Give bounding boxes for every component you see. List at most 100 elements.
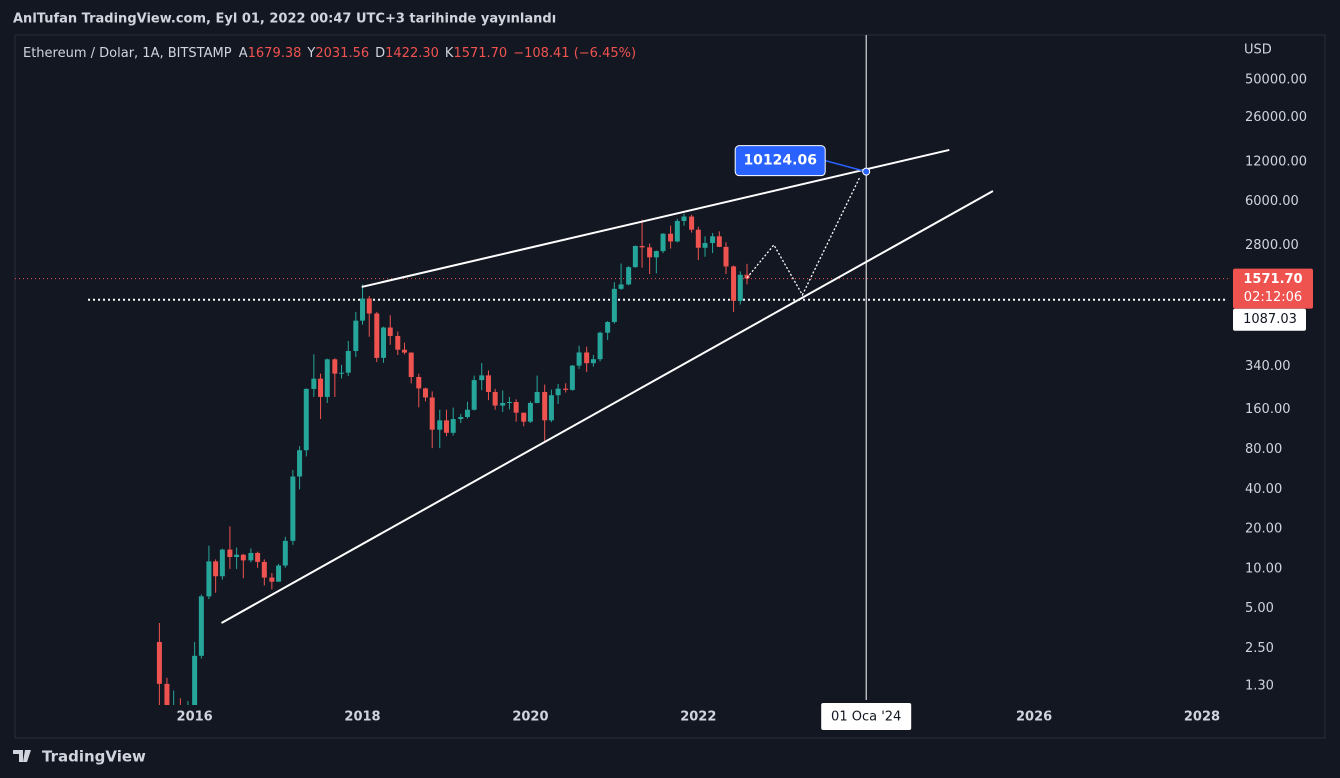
trendline <box>361 148 950 288</box>
candle-body <box>681 216 687 221</box>
candle-body <box>213 561 219 577</box>
legend-key: A <box>239 46 248 61</box>
candle-body <box>731 266 737 301</box>
candle-body <box>590 359 596 364</box>
candle-body <box>402 349 408 353</box>
legend-symbol: Ethereum / Dolar, 1A, BITSTAMP <box>23 46 232 61</box>
candle-body <box>276 565 282 582</box>
candle-body <box>345 351 351 373</box>
candle-body <box>240 554 246 561</box>
legend-key: D <box>375 46 385 61</box>
crosshair-label: 01 Oca '24 <box>831 710 901 725</box>
candle-body <box>437 420 443 430</box>
candle-body <box>576 352 582 366</box>
candle-body <box>513 402 519 413</box>
candle-body <box>318 378 324 397</box>
hline-tag-value: 1087.03 <box>1243 312 1297 327</box>
publish-header: AnlTufan TradingView.com, Eyl 01, 2022 0… <box>13 12 556 27</box>
candle-body <box>521 412 527 422</box>
candle-body <box>668 233 674 242</box>
x-tick-label: 2016 <box>177 710 213 725</box>
candle-body <box>647 247 653 258</box>
footer-logo: TradingView <box>13 748 146 766</box>
candle-body <box>506 402 512 404</box>
candle-body <box>353 320 359 352</box>
candle-body <box>374 313 380 358</box>
logo-text: TradingView <box>42 748 146 766</box>
candle-body <box>548 395 554 421</box>
y-tick-label: 80.00 <box>1245 442 1282 457</box>
x-tick-label: 2018 <box>344 710 380 725</box>
candle-body <box>632 245 638 268</box>
y-tick-label: 160.00 <box>1245 402 1291 417</box>
target-label-box <box>734 145 826 177</box>
candle-body <box>408 352 414 377</box>
y-tick-label: 1.30 <box>1245 679 1274 694</box>
candle-body <box>471 380 477 410</box>
candle-body <box>303 388 309 451</box>
candle-body <box>569 365 575 390</box>
y-tick-label: 6000.00 <box>1245 194 1299 209</box>
plot <box>15 148 1228 705</box>
y-tick-label: 26000.00 <box>1245 110 1307 125</box>
y-tick-label: 10.00 <box>1245 561 1282 576</box>
candle-body <box>485 375 491 392</box>
candle-body <box>527 402 533 422</box>
candle-body <box>339 372 345 374</box>
price-tag-value: 1571.70 <box>1243 272 1302 287</box>
x-tick-label: 2028 <box>1184 710 1220 725</box>
candle-body <box>618 284 624 289</box>
logo-icon <box>13 750 31 762</box>
candle-body <box>395 335 401 350</box>
candle-body <box>492 391 498 406</box>
candle-body <box>324 359 330 397</box>
hline-tag-box <box>1233 308 1306 331</box>
candle-body <box>689 216 695 230</box>
candle-body <box>443 420 449 433</box>
legend-value: 1571.70 <box>453 46 507 61</box>
candle-body <box>597 332 603 360</box>
candle-body <box>723 246 729 267</box>
candle-body <box>219 549 225 577</box>
legend-value: 1679.38 <box>248 46 302 61</box>
candle-body <box>360 298 366 321</box>
projection-path <box>746 177 861 297</box>
candle-body <box>429 397 435 430</box>
candle-body <box>744 274 750 279</box>
candle-body <box>422 388 428 398</box>
candle-body <box>206 561 212 597</box>
candle-body <box>737 274 743 301</box>
price-tag-box <box>1233 268 1313 309</box>
candle-body <box>626 267 632 285</box>
y-tick-label: 2.50 <box>1245 641 1274 656</box>
x-tick-label: 2026 <box>1016 710 1052 725</box>
candle-body <box>387 327 393 336</box>
candle-body <box>639 245 645 248</box>
y-tick-label: 20.00 <box>1245 522 1282 537</box>
price-tag-countdown: 02:12:06 <box>1244 290 1302 305</box>
candle-body <box>381 327 387 358</box>
candle-body <box>563 388 569 390</box>
candle-body <box>716 236 722 247</box>
y-tick-label: 2800.00 <box>1245 238 1299 253</box>
candle-body <box>695 229 701 248</box>
legend: Ethereum / Dolar, 1A, BITSTAMP A1679.38 Y2… <box>23 46 636 61</box>
candle-body <box>605 322 611 333</box>
chart-panel <box>14 34 1326 739</box>
candle-body <box>660 233 666 252</box>
legend-change: −108.41 (−6.45%) <box>513 46 636 61</box>
candle-body <box>248 552 254 561</box>
x-tick-label: 2020 <box>512 710 548 725</box>
candle-body <box>710 236 716 244</box>
target-connector <box>825 159 867 173</box>
x-tick-label: 2022 <box>680 710 716 725</box>
candle-body <box>653 251 659 258</box>
legend-value: 2031.56 <box>315 46 369 61</box>
candle-body <box>255 552 261 562</box>
candle-body <box>282 540 288 566</box>
candle-body <box>500 402 506 406</box>
target-point <box>862 167 871 176</box>
candle-body <box>534 391 540 403</box>
trendline <box>221 190 994 624</box>
